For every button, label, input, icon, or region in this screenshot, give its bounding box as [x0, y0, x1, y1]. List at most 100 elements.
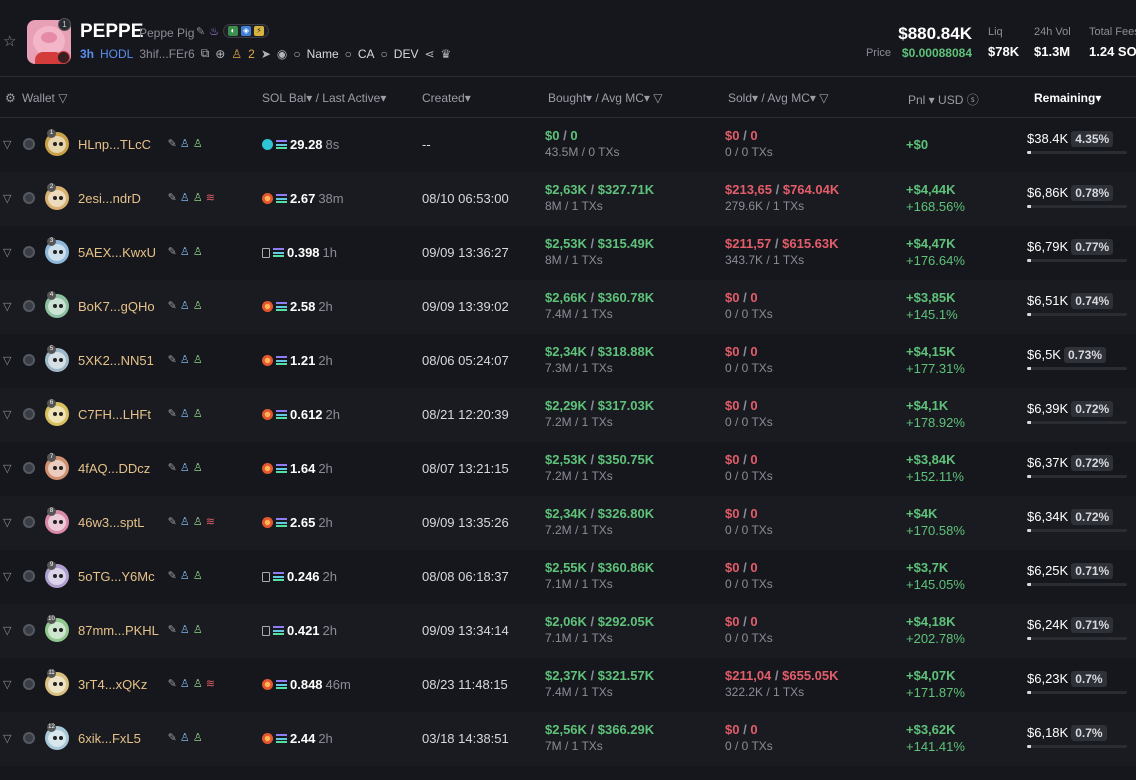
col-created[interactable]: Created▾	[422, 91, 471, 105]
table-row[interactable]: ▽ 6 C7FH...LHFt ✎ ♙ ♙ 0.612 2h 08/21 12:2…	[0, 388, 1136, 442]
hide-wallet-icon[interactable]	[23, 570, 35, 582]
user-tag-icon[interactable]: ♙	[179, 138, 190, 150]
user-tag-icon[interactable]: ♙	[179, 516, 190, 528]
user-tag-icon[interactable]: ♙	[179, 570, 190, 582]
settings-gear-icon[interactable]: ⚙	[5, 91, 16, 105]
wallet-address[interactable]: 5oTG...Y6Mc	[78, 569, 155, 584]
filter-icon[interactable]: ▽	[3, 247, 12, 259]
share-icon[interactable]: ⋖	[424, 46, 435, 61]
user-check-icon[interactable]: ♙	[192, 624, 203, 636]
hide-wallet-icon[interactable]	[23, 678, 35, 690]
user-check-icon[interactable]: ♙	[192, 462, 203, 474]
hide-wallet-icon[interactable]	[23, 516, 35, 528]
user-tag-icon[interactable]: ♙	[179, 354, 190, 366]
filter-icon[interactable]: ▽	[3, 679, 12, 691]
user-check-icon[interactable]: ♙	[192, 732, 203, 744]
hide-wallet-icon[interactable]	[23, 462, 35, 474]
wallet-avatar[interactable]	[45, 510, 69, 534]
user-check-icon[interactable]: ♙	[192, 678, 203, 690]
filter-icon[interactable]: ▽	[3, 301, 12, 313]
user-tag-icon[interactable]: ♙	[179, 462, 190, 474]
platform-chip[interactable]: ◐ ◈ ⚡	[223, 24, 270, 38]
wallet-address[interactable]: 5AEX...KwxU	[78, 245, 157, 260]
wallet-address[interactable]: 2esi...ndrD	[78, 191, 141, 206]
col-remaining[interactable]: Remaining▾	[1034, 91, 1102, 105]
user-check-icon[interactable]: ♙	[192, 570, 203, 582]
search-ca-icon[interactable]: ○	[344, 46, 352, 61]
user-check-icon[interactable]: ♙	[192, 246, 203, 258]
hide-wallet-icon[interactable]	[23, 192, 35, 204]
edit-icon[interactable]: ✎	[167, 246, 177, 258]
wallet-address[interactable]: 46w3...sptL	[78, 515, 145, 530]
telegram-icon[interactable]: ➤	[260, 46, 271, 61]
user-tag-icon[interactable]: ♙	[179, 678, 190, 690]
edit-icon[interactable]: ✎	[167, 516, 177, 528]
wallet-address[interactable]: 87mm...PKHL	[78, 623, 159, 638]
edit-icon[interactable]: ✎	[167, 732, 177, 744]
wallet-avatar[interactable]	[45, 564, 69, 588]
wallet-address[interactable]: C7FH...LHFt	[78, 407, 151, 422]
wallet-address[interactable]: HLnp...TLcC	[78, 137, 151, 152]
filter-icon[interactable]: ▽	[3, 517, 12, 529]
filter-icon[interactable]: ▽	[3, 571, 12, 583]
hide-wallet-icon[interactable]	[23, 408, 35, 420]
hide-wallet-icon[interactable]	[23, 354, 35, 366]
hide-wallet-icon[interactable]	[23, 732, 35, 744]
wallet-avatar[interactable]	[45, 672, 69, 696]
user-tag-icon[interactable]: ♙	[179, 408, 190, 420]
user-tag-icon[interactable]: ♙	[179, 624, 190, 636]
pump-icon[interactable]: ◉	[276, 46, 288, 61]
wallet-address[interactable]: 3rT4...xQKz	[78, 677, 148, 692]
col-sold[interactable]: Sold▾ / Avg MC▾ ▽	[728, 91, 829, 105]
search-dev-icon[interactable]: ○	[380, 46, 388, 61]
user-tag-icon[interactable]: ♙	[179, 192, 190, 204]
layers-icon[interactable]: ≋	[205, 678, 215, 690]
user-check-icon[interactable]: ♙	[192, 192, 203, 204]
table-row[interactable]: ▽ 5 5XK2...NN51 ✎ ♙ ♙ 1.21 2h 08/06 05:24…	[0, 334, 1136, 388]
edit-icon[interactable]: ✎	[167, 624, 177, 636]
copy-icon[interactable]: ⧉	[200, 46, 210, 60]
user-tag-icon[interactable]: ♙	[179, 300, 190, 312]
user-check-icon[interactable]: ♙	[192, 516, 203, 528]
hide-wallet-icon[interactable]	[23, 138, 35, 150]
user-check-icon[interactable]: ♙	[192, 354, 203, 366]
filter-icon[interactable]: ▽	[3, 733, 12, 745]
filter-icon[interactable]: ▽	[3, 355, 12, 367]
user-check-icon[interactable]: ♙	[192, 300, 203, 312]
favorite-star-icon[interactable]: ☆	[3, 33, 17, 50]
col-pnl[interactable]: Pnl ▾ USD ⓢ	[908, 93, 979, 107]
col-sol-bal[interactable]: SOL Bal▾ / Last Active▾	[262, 91, 387, 105]
table-row[interactable]: ▽ 4 BoK7...gQHo ✎ ♙ ♙ 2.58 2h 09/09 13:39…	[0, 280, 1136, 334]
table-row[interactable]: ▽ 2 2esi...ndrD ✎ ♙ ♙ ≋ 2.67 38m 08/10 06…	[0, 172, 1136, 226]
hide-wallet-icon[interactable]	[23, 624, 35, 636]
filter-icon[interactable]: ▽	[3, 463, 12, 475]
wallet-address[interactable]: 6xik...FxL5	[78, 731, 141, 746]
user-tag-icon[interactable]: ♙	[179, 732, 190, 744]
wallet-address[interactable]: 5XK2...NN51	[78, 353, 154, 368]
contract-address[interactable]: 3hif...FEr6	[139, 46, 195, 61]
user-check-icon[interactable]: ♙	[192, 138, 203, 150]
filter-icon[interactable]: ▽	[3, 409, 12, 421]
edit-icon[interactable]: ✎	[167, 462, 177, 474]
edit-icon[interactable]: ✎	[167, 570, 177, 582]
table-row[interactable]: ▽ 9 5oTG...Y6Mc ✎ ♙ ♙ 0.246 2h 08/08 06:1…	[0, 550, 1136, 604]
layers-icon[interactable]: ≋	[205, 516, 215, 528]
edit-icon[interactable]: ✎	[196, 25, 206, 38]
wallet-address[interactable]: BoK7...gQHo	[78, 299, 155, 314]
edit-icon[interactable]: ✎	[167, 678, 177, 690]
holders-icon[interactable]: ♙	[231, 46, 243, 61]
table-row[interactable]: ▽ 11 3rT4...xQKz ✎ ♙ ♙ ≋ 0.848 46m 08/23 …	[0, 658, 1136, 712]
crown-icon[interactable]: ♛	[440, 46, 452, 61]
search-dev-link[interactable]: DEV	[393, 46, 419, 61]
col-bought[interactable]: Bought▾ / Avg MC▾ ▽	[548, 91, 663, 105]
edit-icon[interactable]: ✎	[167, 192, 177, 204]
layers-icon[interactable]: ≋	[205, 192, 215, 204]
table-row[interactable]: ▽ 1 HLnp...TLcC ✎ ♙ ♙ 29.28 8s -- $0 / 0 …	[0, 118, 1136, 172]
search-name-link[interactable]: Name	[306, 46, 339, 61]
edit-icon[interactable]: ✎	[167, 300, 177, 312]
table-row[interactable]: ▽ 10 87mm...PKHL ✎ ♙ ♙ 0.421 2h 09/09 13:…	[0, 604, 1136, 658]
table-row[interactable]: ▽ 12 6xik...FxL5 ✎ ♙ ♙ 2.44 2h 03/18 14:3…	[0, 712, 1136, 766]
table-row[interactable]: ▽ 3 5AEX...KwxU ✎ ♙ ♙ 0.398 1h 09/09 13:3…	[0, 226, 1136, 280]
filter-icon[interactable]: ▽	[3, 193, 12, 205]
table-row[interactable]: ▽ 8 46w3...sptL ✎ ♙ ♙ ≋ 2.65 2h 09/09 13:…	[0, 496, 1136, 550]
